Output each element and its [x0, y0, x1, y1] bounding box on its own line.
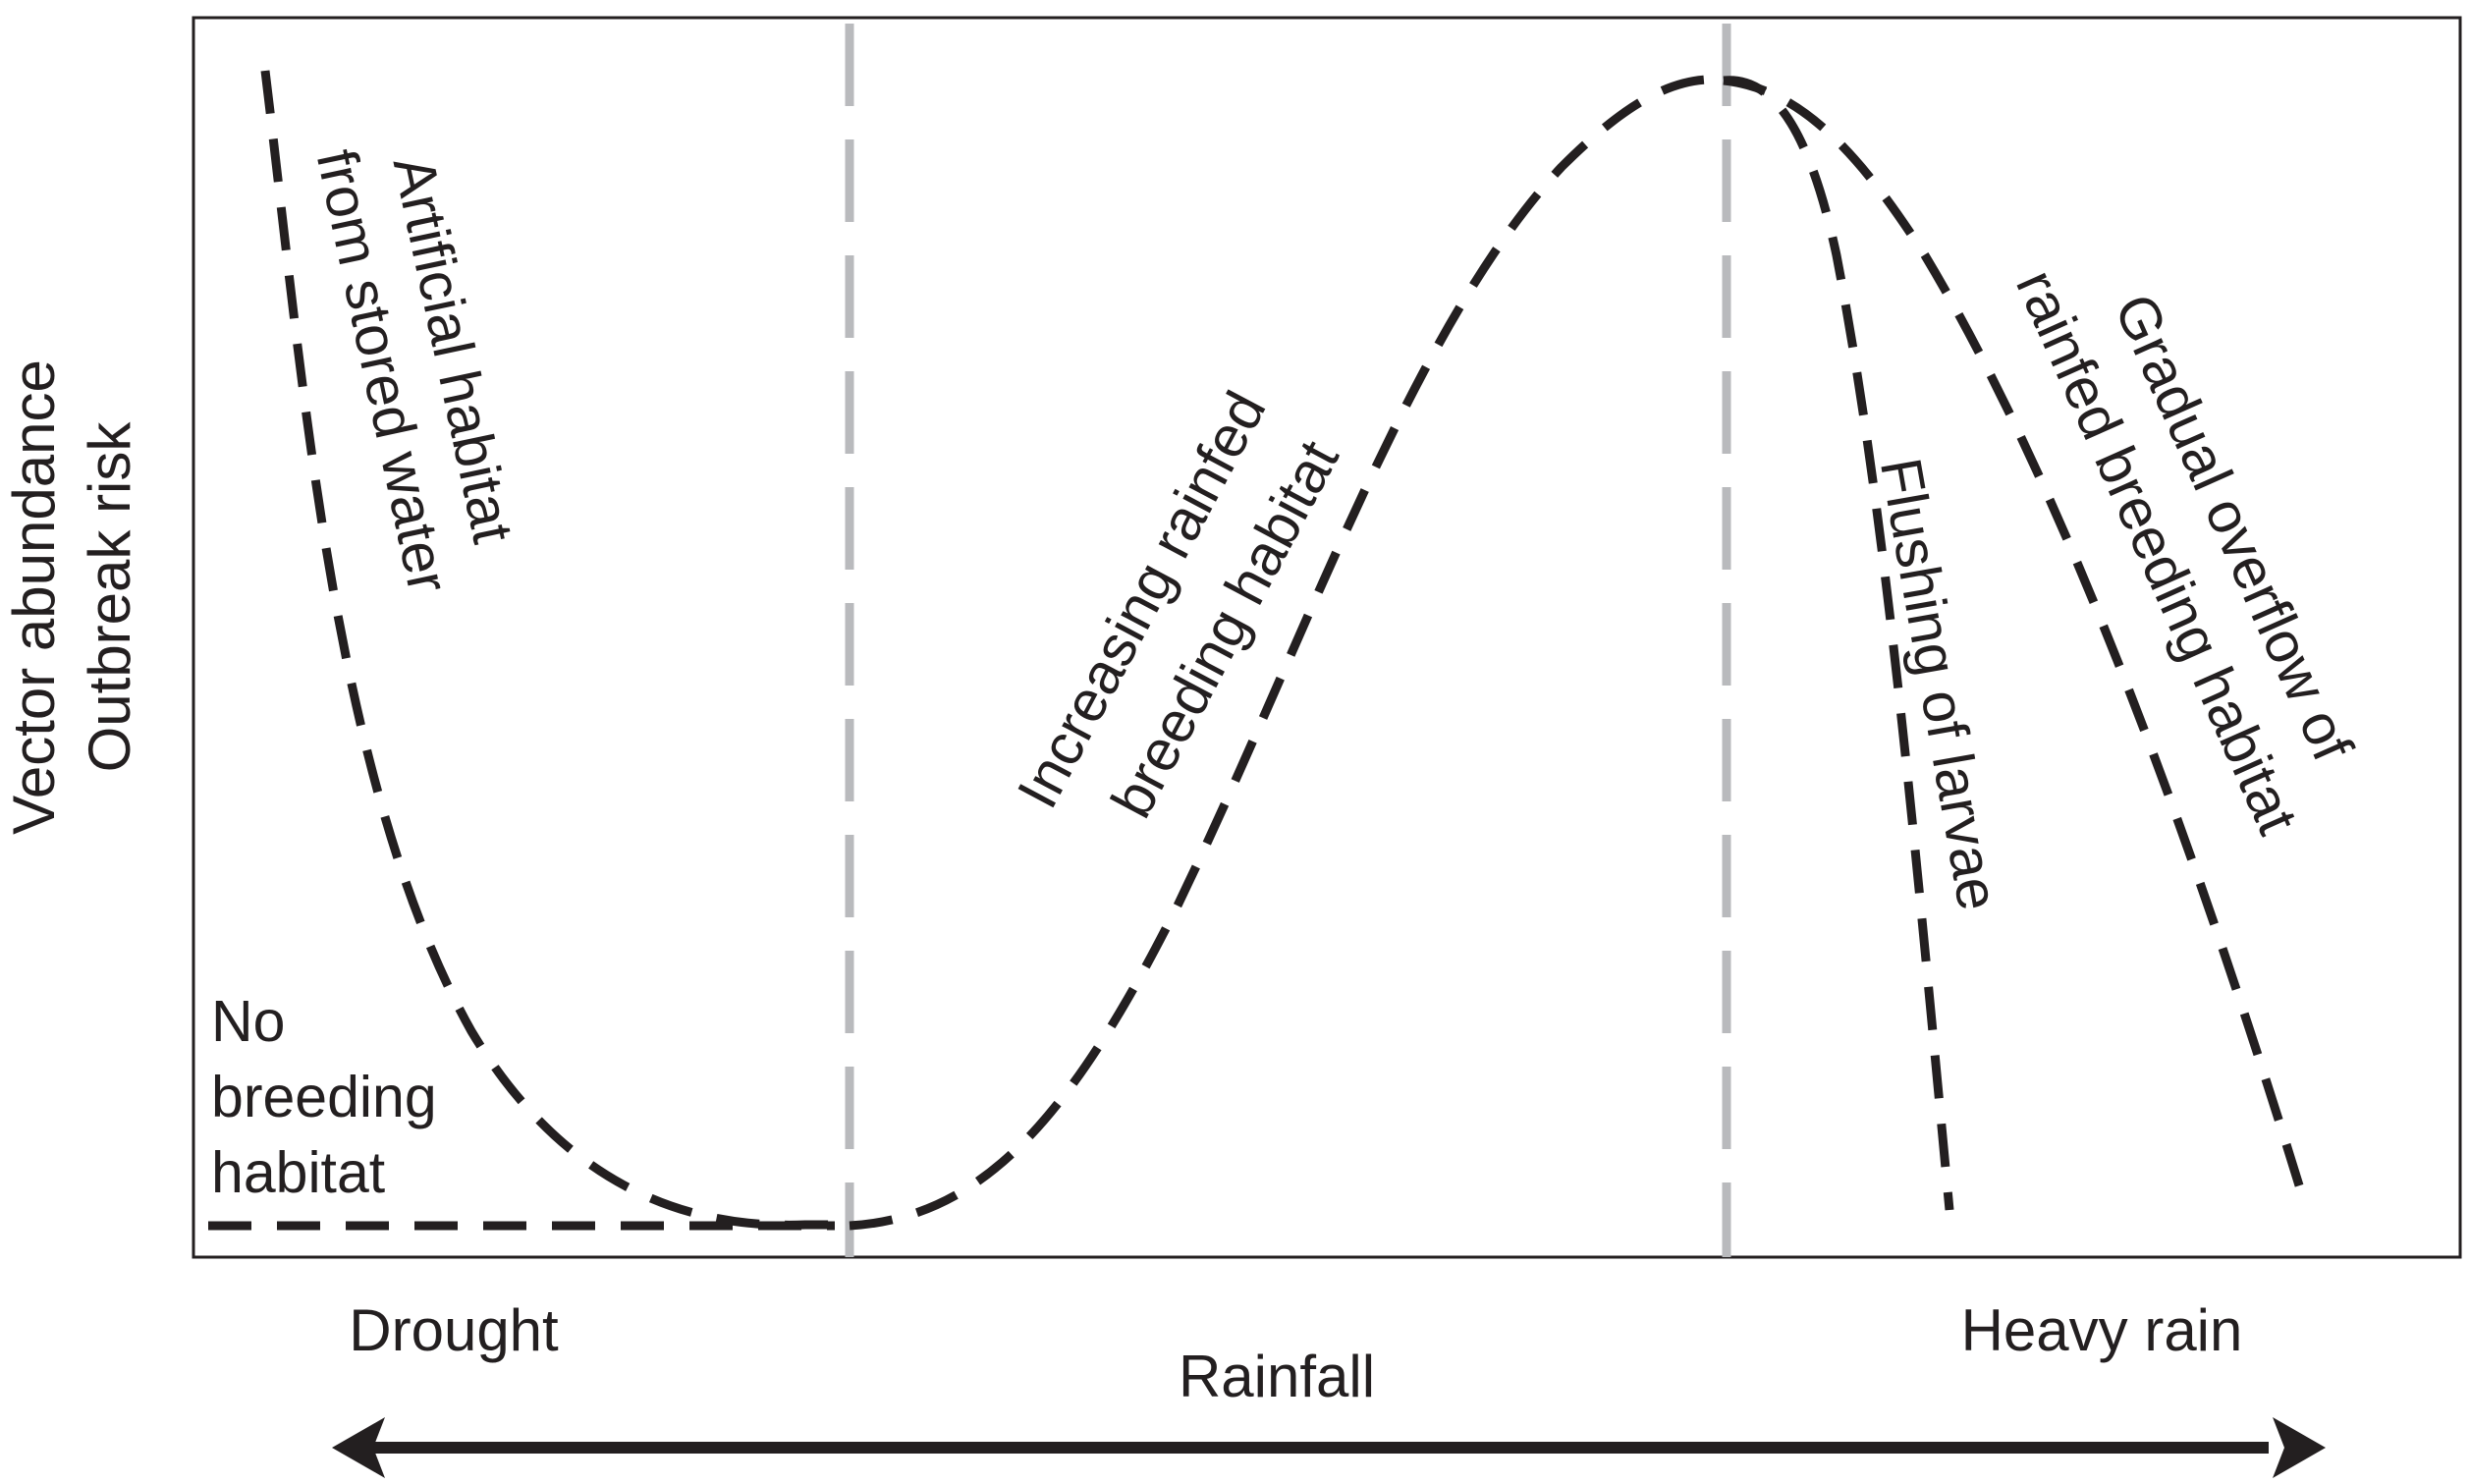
rainfall-arrow-head-right — [2273, 1417, 2326, 1478]
x-axis-label-drought: Drought — [349, 1297, 559, 1363]
plot-frame — [192, 16, 2462, 1259]
y-axis-label-vector-abundance: Vector abundance — [1, 359, 67, 835]
rainfall-arrow-head-left — [332, 1417, 385, 1478]
curve-rise — [849, 75, 1729, 1231]
curve-drought-branch — [260, 70, 850, 1230]
y-axis-label-outbreak-risk: Outbreak risk — [77, 421, 142, 773]
annotation-no-breeding-line2: breeding — [211, 1065, 437, 1129]
x-axis-label-rainfall: Rainfall — [1179, 1344, 1375, 1409]
curve-gradual-branch — [1723, 76, 2308, 1200]
annotation-flushing: Flushing of larvae — [1868, 453, 2011, 914]
annotation-no-breeding-line1: No — [211, 989, 285, 1054]
curve-flushing-branch — [1723, 76, 1954, 1211]
x-axis-label-heavy-rain: Heavy rain — [1961, 1297, 2243, 1363]
annotation-no-breeding-line3: habitat — [211, 1140, 385, 1205]
